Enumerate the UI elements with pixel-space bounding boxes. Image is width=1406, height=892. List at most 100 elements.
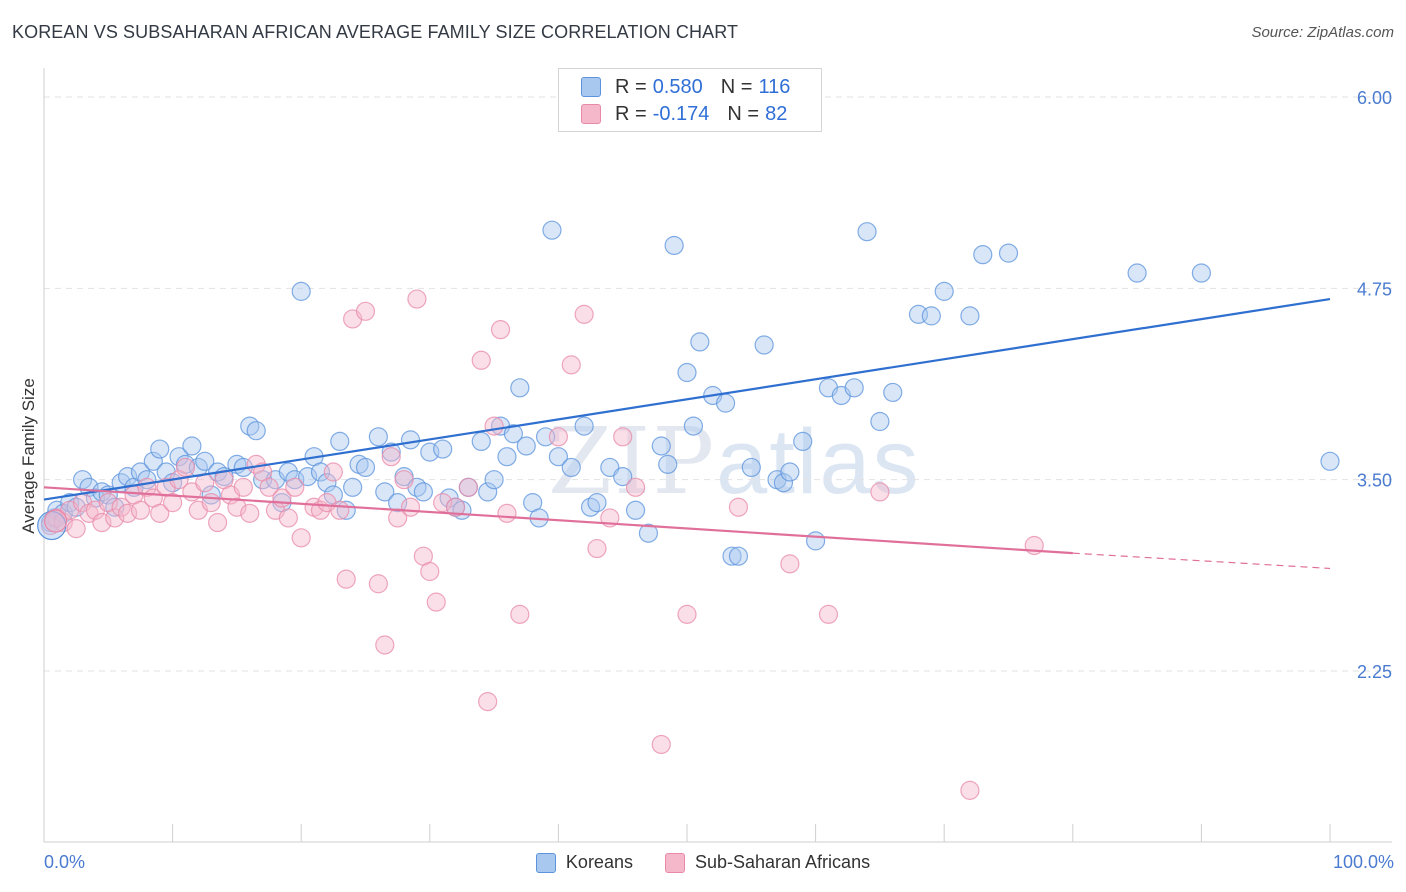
korean-point xyxy=(298,467,318,487)
series-label-koreans: Koreans xyxy=(565,852,633,872)
y-tick-label: 6.00 xyxy=(1357,88,1392,108)
subsaharan-point xyxy=(92,512,112,533)
korean-point xyxy=(182,436,202,456)
legend-r-value: -0.174 xyxy=(652,102,710,125)
korean-point xyxy=(715,393,736,413)
legend-row-subsaharan: R = -0.174 N = 82 xyxy=(581,101,787,127)
korean-point xyxy=(658,454,678,474)
legend-n-value: 82 xyxy=(765,102,788,125)
y-tick-label: 4.75 xyxy=(1357,279,1392,299)
korean-point xyxy=(613,467,633,487)
series-legend-koreans[interactable]: Koreans xyxy=(535,852,633,873)
subsaharan-point xyxy=(484,416,504,436)
subsaharan-point xyxy=(375,635,395,655)
subsaharan-point xyxy=(407,289,427,309)
chart-title: KOREAN VS SUBSAHARAN AFRICAN AVERAGE FAM… xyxy=(12,22,739,42)
subsaharan-point xyxy=(394,470,414,490)
subsaharan-point xyxy=(445,497,466,517)
subsaharan-point xyxy=(130,500,151,520)
korean-point xyxy=(677,362,697,383)
gridlines xyxy=(44,96,1392,672)
series-legend: Koreans Sub-Saharan Africans xyxy=(0,852,1406,873)
trend-lines xyxy=(43,297,1331,570)
korean-point xyxy=(375,482,395,502)
korean-point xyxy=(548,447,569,467)
korean-point xyxy=(169,447,189,467)
korean-point xyxy=(998,243,1019,263)
subsaharan-point xyxy=(150,503,170,523)
korean-point xyxy=(317,473,337,493)
subsaharan-point xyxy=(497,503,517,523)
korean-point xyxy=(503,424,523,444)
legend-r-label: R = xyxy=(615,102,647,125)
korean-point xyxy=(343,477,363,497)
subsaharan-point xyxy=(381,447,401,467)
korean-point xyxy=(722,546,742,566)
subsaharan-point xyxy=(478,692,498,712)
korean-point xyxy=(478,482,498,502)
subsaharan-point xyxy=(43,509,68,533)
korean-point xyxy=(960,306,980,326)
subsaharan-point xyxy=(561,355,581,375)
korean-point xyxy=(683,416,704,436)
korean-point xyxy=(510,378,530,398)
subsaharan-point xyxy=(330,500,350,520)
korean-point xyxy=(201,485,221,505)
korean-point xyxy=(150,439,170,459)
subsaharan-point xyxy=(728,497,749,517)
watermark-atlas: atlas xyxy=(716,411,921,513)
korean-point xyxy=(793,431,813,451)
korean-point xyxy=(355,457,376,478)
legend-n-label: N = xyxy=(727,102,760,125)
korean-point xyxy=(741,457,761,478)
korean-point xyxy=(1320,451,1340,471)
korean-trend-line xyxy=(43,297,1331,501)
legend-n-label: N = xyxy=(720,75,753,98)
korean-point xyxy=(844,378,864,398)
korean-point xyxy=(921,306,941,326)
y-tick-label: 2.25 xyxy=(1357,662,1392,682)
subsaharan-trend-extension xyxy=(1072,552,1331,570)
subsaharan-point xyxy=(175,457,196,478)
subsaharan-point xyxy=(355,301,376,321)
subsaharan-point xyxy=(368,574,388,594)
series-swatch-koreans xyxy=(535,852,556,873)
subsaharan-point xyxy=(400,497,421,517)
korean-point xyxy=(330,431,350,451)
korean-point xyxy=(413,482,433,502)
subsaharan-point xyxy=(548,427,569,447)
subsaharan-point xyxy=(426,592,446,612)
korean-point xyxy=(651,436,671,456)
korean-point xyxy=(587,493,607,513)
subsaharan-point xyxy=(163,493,183,513)
korean-point xyxy=(1127,263,1147,283)
korean-point xyxy=(72,470,93,490)
y-axis-label: Average Family Size xyxy=(19,378,38,534)
korean-point xyxy=(857,222,877,242)
korean-point xyxy=(690,332,710,352)
korean-point xyxy=(291,281,311,301)
subsaharan-point xyxy=(613,427,633,447)
korean-point xyxy=(773,473,794,493)
korean-point xyxy=(574,416,594,436)
y-tick-label: 3.50 xyxy=(1357,471,1392,491)
korean-point xyxy=(381,442,401,462)
subsaharan-point xyxy=(233,477,253,497)
subsaharan-point xyxy=(420,561,440,582)
series-legend-subsaharan[interactable]: Sub-Saharan Africans xyxy=(664,852,870,873)
korean-point xyxy=(883,382,903,403)
legend-row-koreans: R = 0.580 N = 116 xyxy=(581,74,790,100)
subsaharan-point xyxy=(587,538,607,559)
subsaharan-point xyxy=(490,320,511,340)
subsaharan-point xyxy=(574,304,594,324)
subsaharan-point xyxy=(201,493,221,513)
subsaharan-point xyxy=(651,734,671,755)
korean-point xyxy=(388,493,408,513)
subsaharan-point xyxy=(960,780,980,800)
axes xyxy=(43,68,1392,843)
subsaharan-point xyxy=(677,604,697,624)
korean-point xyxy=(805,531,826,551)
x-tick-label: 0.0% xyxy=(44,852,85,872)
subsaharan-point xyxy=(285,477,305,497)
